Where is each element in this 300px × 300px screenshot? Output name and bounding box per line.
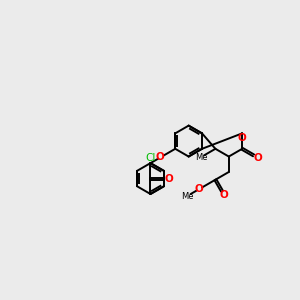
Text: O: O — [253, 153, 262, 163]
Text: O: O — [237, 133, 246, 143]
Text: O: O — [220, 190, 229, 200]
Text: Cl: Cl — [145, 153, 156, 163]
Text: O: O — [164, 174, 173, 184]
Text: O: O — [156, 152, 165, 163]
Text: O: O — [194, 184, 203, 194]
Text: Me: Me — [195, 153, 207, 162]
Text: Me: Me — [181, 192, 193, 201]
